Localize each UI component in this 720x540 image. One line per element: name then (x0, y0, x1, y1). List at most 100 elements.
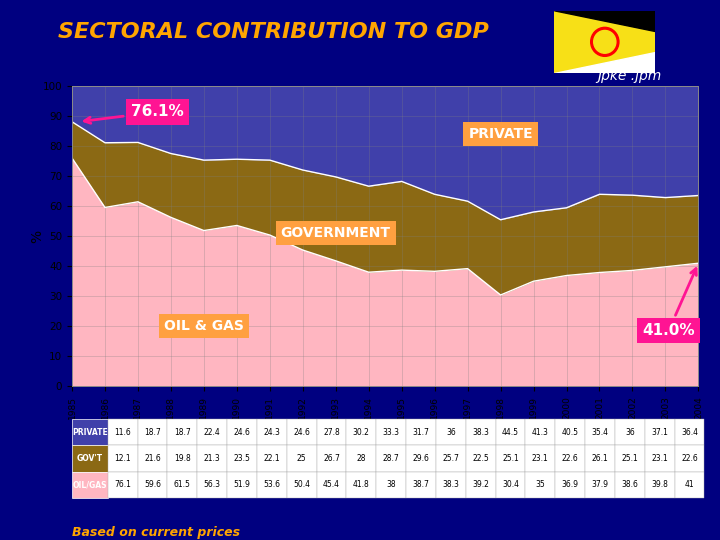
Bar (466, 471, 495, 498)
Bar (346, 471, 377, 498)
Text: 22.6: 22.6 (562, 454, 578, 463)
Bar (406, 446, 436, 471)
Text: 26.7: 26.7 (323, 454, 340, 463)
Bar (168, 419, 197, 446)
Text: 36.4: 36.4 (681, 428, 698, 437)
Text: 44.5: 44.5 (502, 428, 519, 437)
Bar (197, 446, 227, 471)
Text: 28.7: 28.7 (383, 454, 400, 463)
Text: GOVERNMENT: GOVERNMENT (281, 226, 391, 240)
Text: 41.3: 41.3 (532, 428, 549, 437)
Bar (555, 419, 585, 446)
Bar (346, 419, 377, 446)
Bar (615, 471, 644, 498)
Bar (108, 419, 138, 446)
Bar (108, 446, 138, 471)
Bar (406, 471, 436, 498)
Text: 23.1: 23.1 (532, 454, 549, 463)
Text: 56.3: 56.3 (204, 480, 221, 489)
Bar (72, 419, 108, 446)
Text: PRIVATE: PRIVATE (468, 127, 533, 141)
Bar (287, 471, 317, 498)
Text: 23.5: 23.5 (233, 454, 251, 463)
Bar (526, 471, 555, 498)
Text: 22.1: 22.1 (264, 454, 280, 463)
Bar (227, 419, 257, 446)
Text: 22.4: 22.4 (204, 428, 220, 437)
Text: 30.4: 30.4 (502, 480, 519, 489)
Bar (585, 471, 615, 498)
Bar (197, 419, 227, 446)
Bar (227, 446, 257, 471)
Text: 22.5: 22.5 (472, 454, 489, 463)
Text: 33.3: 33.3 (382, 428, 400, 437)
Text: 36: 36 (446, 428, 456, 437)
Bar (526, 446, 555, 471)
Bar (436, 419, 466, 446)
Text: 29.6: 29.6 (413, 454, 429, 463)
Text: 40.5: 40.5 (562, 428, 579, 437)
Bar (555, 446, 585, 471)
Text: 24.6: 24.6 (293, 428, 310, 437)
Bar (317, 419, 346, 446)
Text: 11.6: 11.6 (114, 428, 131, 437)
Bar (466, 419, 495, 446)
Bar (436, 471, 466, 498)
Bar (108, 471, 138, 498)
Bar (585, 419, 615, 446)
Text: 24.3: 24.3 (264, 428, 280, 437)
Text: GOV'T: GOV'T (77, 454, 103, 463)
Bar (72, 446, 108, 471)
Text: PRIVATE: PRIVATE (72, 428, 108, 437)
Bar (138, 471, 168, 498)
Text: 35.4: 35.4 (591, 428, 608, 437)
Text: 25: 25 (297, 454, 307, 463)
Text: 27.8: 27.8 (323, 428, 340, 437)
Text: 25.7: 25.7 (442, 454, 459, 463)
Bar (257, 446, 287, 471)
Text: 24.6: 24.6 (233, 428, 251, 437)
Bar (197, 471, 227, 498)
Bar (227, 471, 257, 498)
Text: 38.6: 38.6 (621, 480, 638, 489)
Bar (436, 446, 466, 471)
Text: OIL/GAS: OIL/GAS (73, 480, 107, 489)
Bar (317, 446, 346, 471)
Text: Jpke .jpm: Jpke .jpm (597, 69, 662, 83)
Text: 18.7: 18.7 (144, 428, 161, 437)
Text: 22.6: 22.6 (681, 454, 698, 463)
Bar (644, 419, 675, 446)
Polygon shape (554, 11, 655, 31)
Circle shape (590, 28, 619, 56)
Text: 39.2: 39.2 (472, 480, 489, 489)
Text: 59.6: 59.6 (144, 480, 161, 489)
Text: 28: 28 (356, 454, 366, 463)
Text: 21.6: 21.6 (144, 454, 161, 463)
Bar (615, 446, 644, 471)
Text: 35: 35 (536, 480, 545, 489)
Text: 12.1: 12.1 (114, 454, 131, 463)
Text: 38: 38 (387, 480, 396, 489)
Y-axis label: %: % (30, 230, 44, 243)
Bar (287, 446, 317, 471)
Polygon shape (554, 52, 655, 73)
Text: 25.1: 25.1 (621, 454, 638, 463)
Text: 19.8: 19.8 (174, 454, 191, 463)
Text: 41: 41 (685, 480, 694, 489)
Text: 50.4: 50.4 (293, 480, 310, 489)
Bar (644, 446, 675, 471)
Text: 39.8: 39.8 (651, 480, 668, 489)
Text: 18.7: 18.7 (174, 428, 191, 437)
Text: 36: 36 (625, 428, 634, 437)
Text: 38.7: 38.7 (413, 480, 429, 489)
Text: 61.5: 61.5 (174, 480, 191, 489)
Bar (555, 471, 585, 498)
Text: 76.1: 76.1 (114, 480, 131, 489)
Bar (495, 419, 526, 446)
Bar (377, 471, 406, 498)
Bar (72, 471, 108, 498)
Text: 53.6: 53.6 (264, 480, 280, 489)
Bar (346, 446, 377, 471)
Bar (495, 446, 526, 471)
Bar (585, 446, 615, 471)
